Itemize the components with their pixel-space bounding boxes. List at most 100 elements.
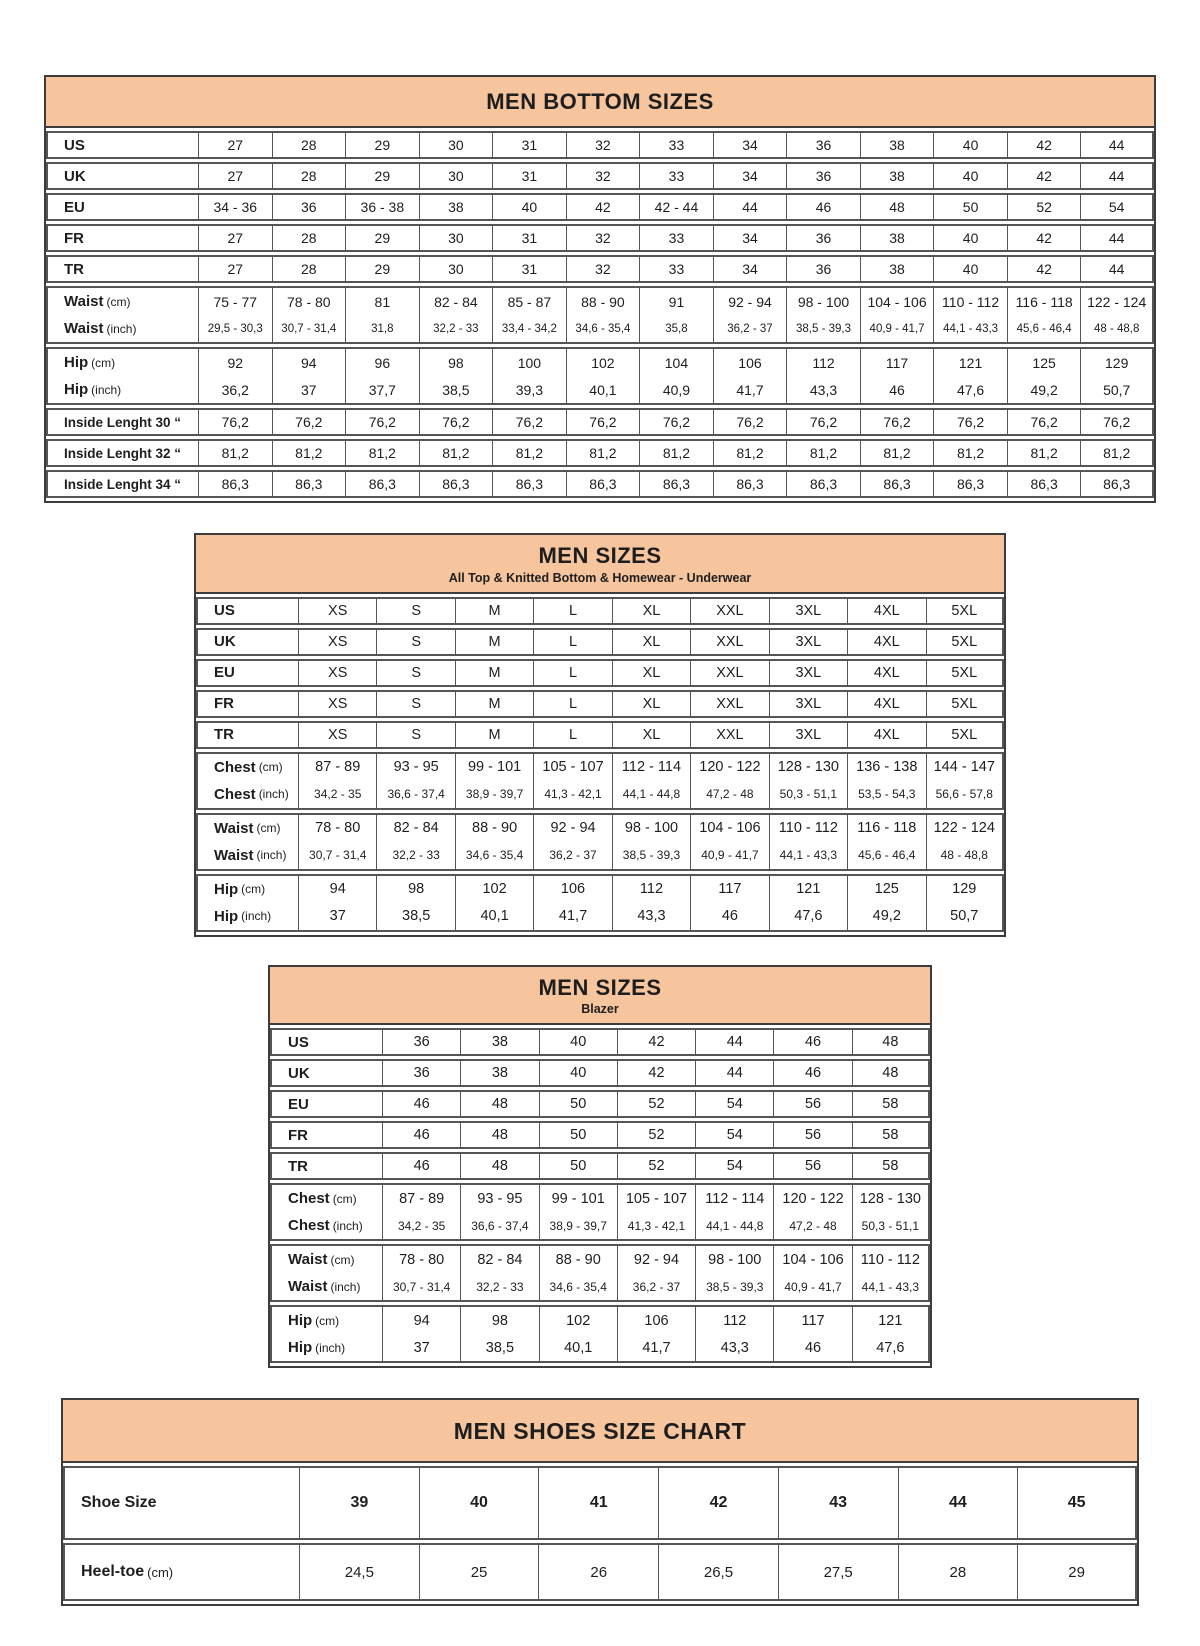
row-label-unit: (cm) <box>106 294 131 309</box>
table-cell: 105 - 107 41,3 - 42,1 <box>616 1183 696 1241</box>
row-label-unit: (inch) <box>256 848 287 862</box>
cell-value: XL <box>642 633 661 650</box>
table-cell: 136 - 138 53,5 - 54,3 <box>847 751 926 810</box>
cell-value: 104 <box>664 354 689 371</box>
table-cell: 112 - 114 44,1 - 44,8 <box>611 751 691 810</box>
table-cell: 3XL <box>768 627 848 656</box>
cell-value: 105 - 107 <box>625 1190 688 1207</box>
size-table: US 27 28 29 30 31 32 33 34 36 38 40 42 44 UK 27 28 29 30 31… <box>44 126 1156 503</box>
cell-value: S <box>411 695 421 712</box>
cell-value: 43 <box>829 1494 848 1511</box>
cell-value: 41,3 - 42,1 <box>627 1218 686 1233</box>
table-cell: 38 <box>460 1059 539 1087</box>
row-label: UK <box>196 627 298 656</box>
row-label-text: TR <box>272 1154 382 1178</box>
cell-value: 33 <box>668 261 685 277</box>
table-row: UK 27 28 29 30 31 32 33 34 36 38 40 42 44 <box>46 162 1154 190</box>
cell-value: 40,9 - 41,7 <box>869 322 925 335</box>
cell-value: 37 <box>329 908 346 924</box>
table-cell: 32 <box>565 255 640 283</box>
row-label-unit: (cm) <box>241 882 266 896</box>
cell-value: 110 - 112 <box>860 1251 920 1268</box>
cell-value: 81,2 <box>368 445 396 461</box>
cell-value: XL <box>642 695 661 712</box>
cell-value: 75 - 77 <box>213 293 258 310</box>
row-label-main: Waist <box>214 846 254 864</box>
table-cell: 117 46 <box>859 347 934 405</box>
table-cell: 81,2 <box>933 439 1007 467</box>
table-cell: 99 - 101 38,9 - 39,7 <box>454 751 534 810</box>
table-cell: 33 <box>639 255 713 283</box>
row-label-main: Hip <box>214 880 239 898</box>
cell-value: 96 <box>374 354 391 371</box>
cell-value: 116 - 118 <box>857 820 917 836</box>
row-label-text: Hip (cm) <box>272 1307 382 1334</box>
table-cell: 41 <box>538 1466 659 1540</box>
cell-value: 36 - 38 <box>360 199 405 215</box>
cell-value: 4XL <box>873 602 900 619</box>
cell-value: 3XL <box>795 633 822 650</box>
table-cell: 81,2 <box>859 439 934 467</box>
table-cell: 34 <box>712 131 787 159</box>
cell-value: 86,3 <box>1030 476 1058 492</box>
table-cell: 85 - 87 33,4 - 34,2 <box>492 286 566 344</box>
cell-value: 27 <box>227 261 244 277</box>
table-cell: 56 <box>773 1090 852 1118</box>
table-cell: 144 - 147 56,6 - 57,8 <box>925 751 1004 810</box>
row-label-text: Chest (cm) <box>198 754 298 781</box>
row-label-main: FR <box>64 229 84 247</box>
cell-value: 81,2 <box>956 445 985 461</box>
cell-value: 31 <box>521 261 538 277</box>
cell-value: XXL <box>716 664 744 681</box>
row-label-text: UK <box>48 164 198 188</box>
cell-value: 106 <box>738 354 762 371</box>
cell-value: 125 <box>874 881 899 897</box>
cell-value: 121 <box>878 1312 903 1329</box>
cell-value: 99 - 101 <box>551 1190 605 1207</box>
table-cell: 106 41,7 <box>533 873 612 932</box>
table-cell: M <box>454 689 534 718</box>
cell-value: 98 <box>448 354 464 371</box>
table-header: MEN SIZES Blazer <box>268 964 932 1025</box>
cell-value: 46 <box>815 199 832 215</box>
cell-value: 48 - 48,8 <box>1093 322 1140 335</box>
table-cell: 44 <box>712 193 787 221</box>
table-cell: 40 <box>933 255 1007 283</box>
cell-value: 49,2 <box>872 908 901 924</box>
row-label-text: US <box>198 599 298 623</box>
cell-value: 48 - 48,8 <box>940 848 988 862</box>
cell-value: 4XL <box>873 695 900 712</box>
cell-value: 40 <box>962 168 979 184</box>
cell-value: 54 <box>1108 199 1125 215</box>
cell-value: 52 <box>648 1127 665 1143</box>
table-section-men-bottom-sizes: MEN BOTTOM SIZES US 27 28 29 30 31 32 33 34 36 38 4… <box>44 75 1156 503</box>
cell-value: 121 <box>796 881 821 897</box>
table-cell: 30 <box>418 224 493 252</box>
table-cell: 38 <box>859 131 934 159</box>
cell-value: 42 <box>595 199 611 215</box>
cell-value: 34 <box>742 168 758 184</box>
table-cell: 98 38,5 <box>418 347 493 405</box>
cell-value: 76,2 <box>442 414 470 430</box>
row-label-unit: (inch) <box>241 909 272 923</box>
table-cell: 76,2 <box>418 408 493 436</box>
cell-value: 38 <box>889 261 905 277</box>
table-cell: 42 <box>616 1028 696 1056</box>
row-label-text: TR <box>48 257 198 281</box>
cell-value: 81,2 <box>662 445 691 461</box>
cell-value: 98 - 100 <box>797 293 850 310</box>
cell-value: 50,7 <box>950 908 979 924</box>
cell-value: 44,1 - 43,3 <box>779 848 838 862</box>
table-cell: S <box>376 720 455 749</box>
size-chart-sheet: MEN BOTTOM SIZES US 27 28 29 30 31 32 33 34 36 38 4… <box>44 75 1156 1606</box>
table-cell: S <box>376 689 455 718</box>
cell-value: 45 <box>1067 1494 1086 1511</box>
cell-value: 34,2 - 35 <box>397 1218 446 1233</box>
table-row: US XS S M L XL XXL 3XL 4XL 5XL <box>196 596 1004 625</box>
row-label-text: Inside Lenght 30 “ <box>48 410 198 434</box>
cell-value: 44 <box>726 1065 743 1081</box>
table-cell: L <box>533 596 612 625</box>
cell-value: 81,2 <box>221 445 249 461</box>
cell-value: 32,2 - 33 <box>476 1279 524 1294</box>
row-label-unit: (cm) <box>91 355 116 370</box>
